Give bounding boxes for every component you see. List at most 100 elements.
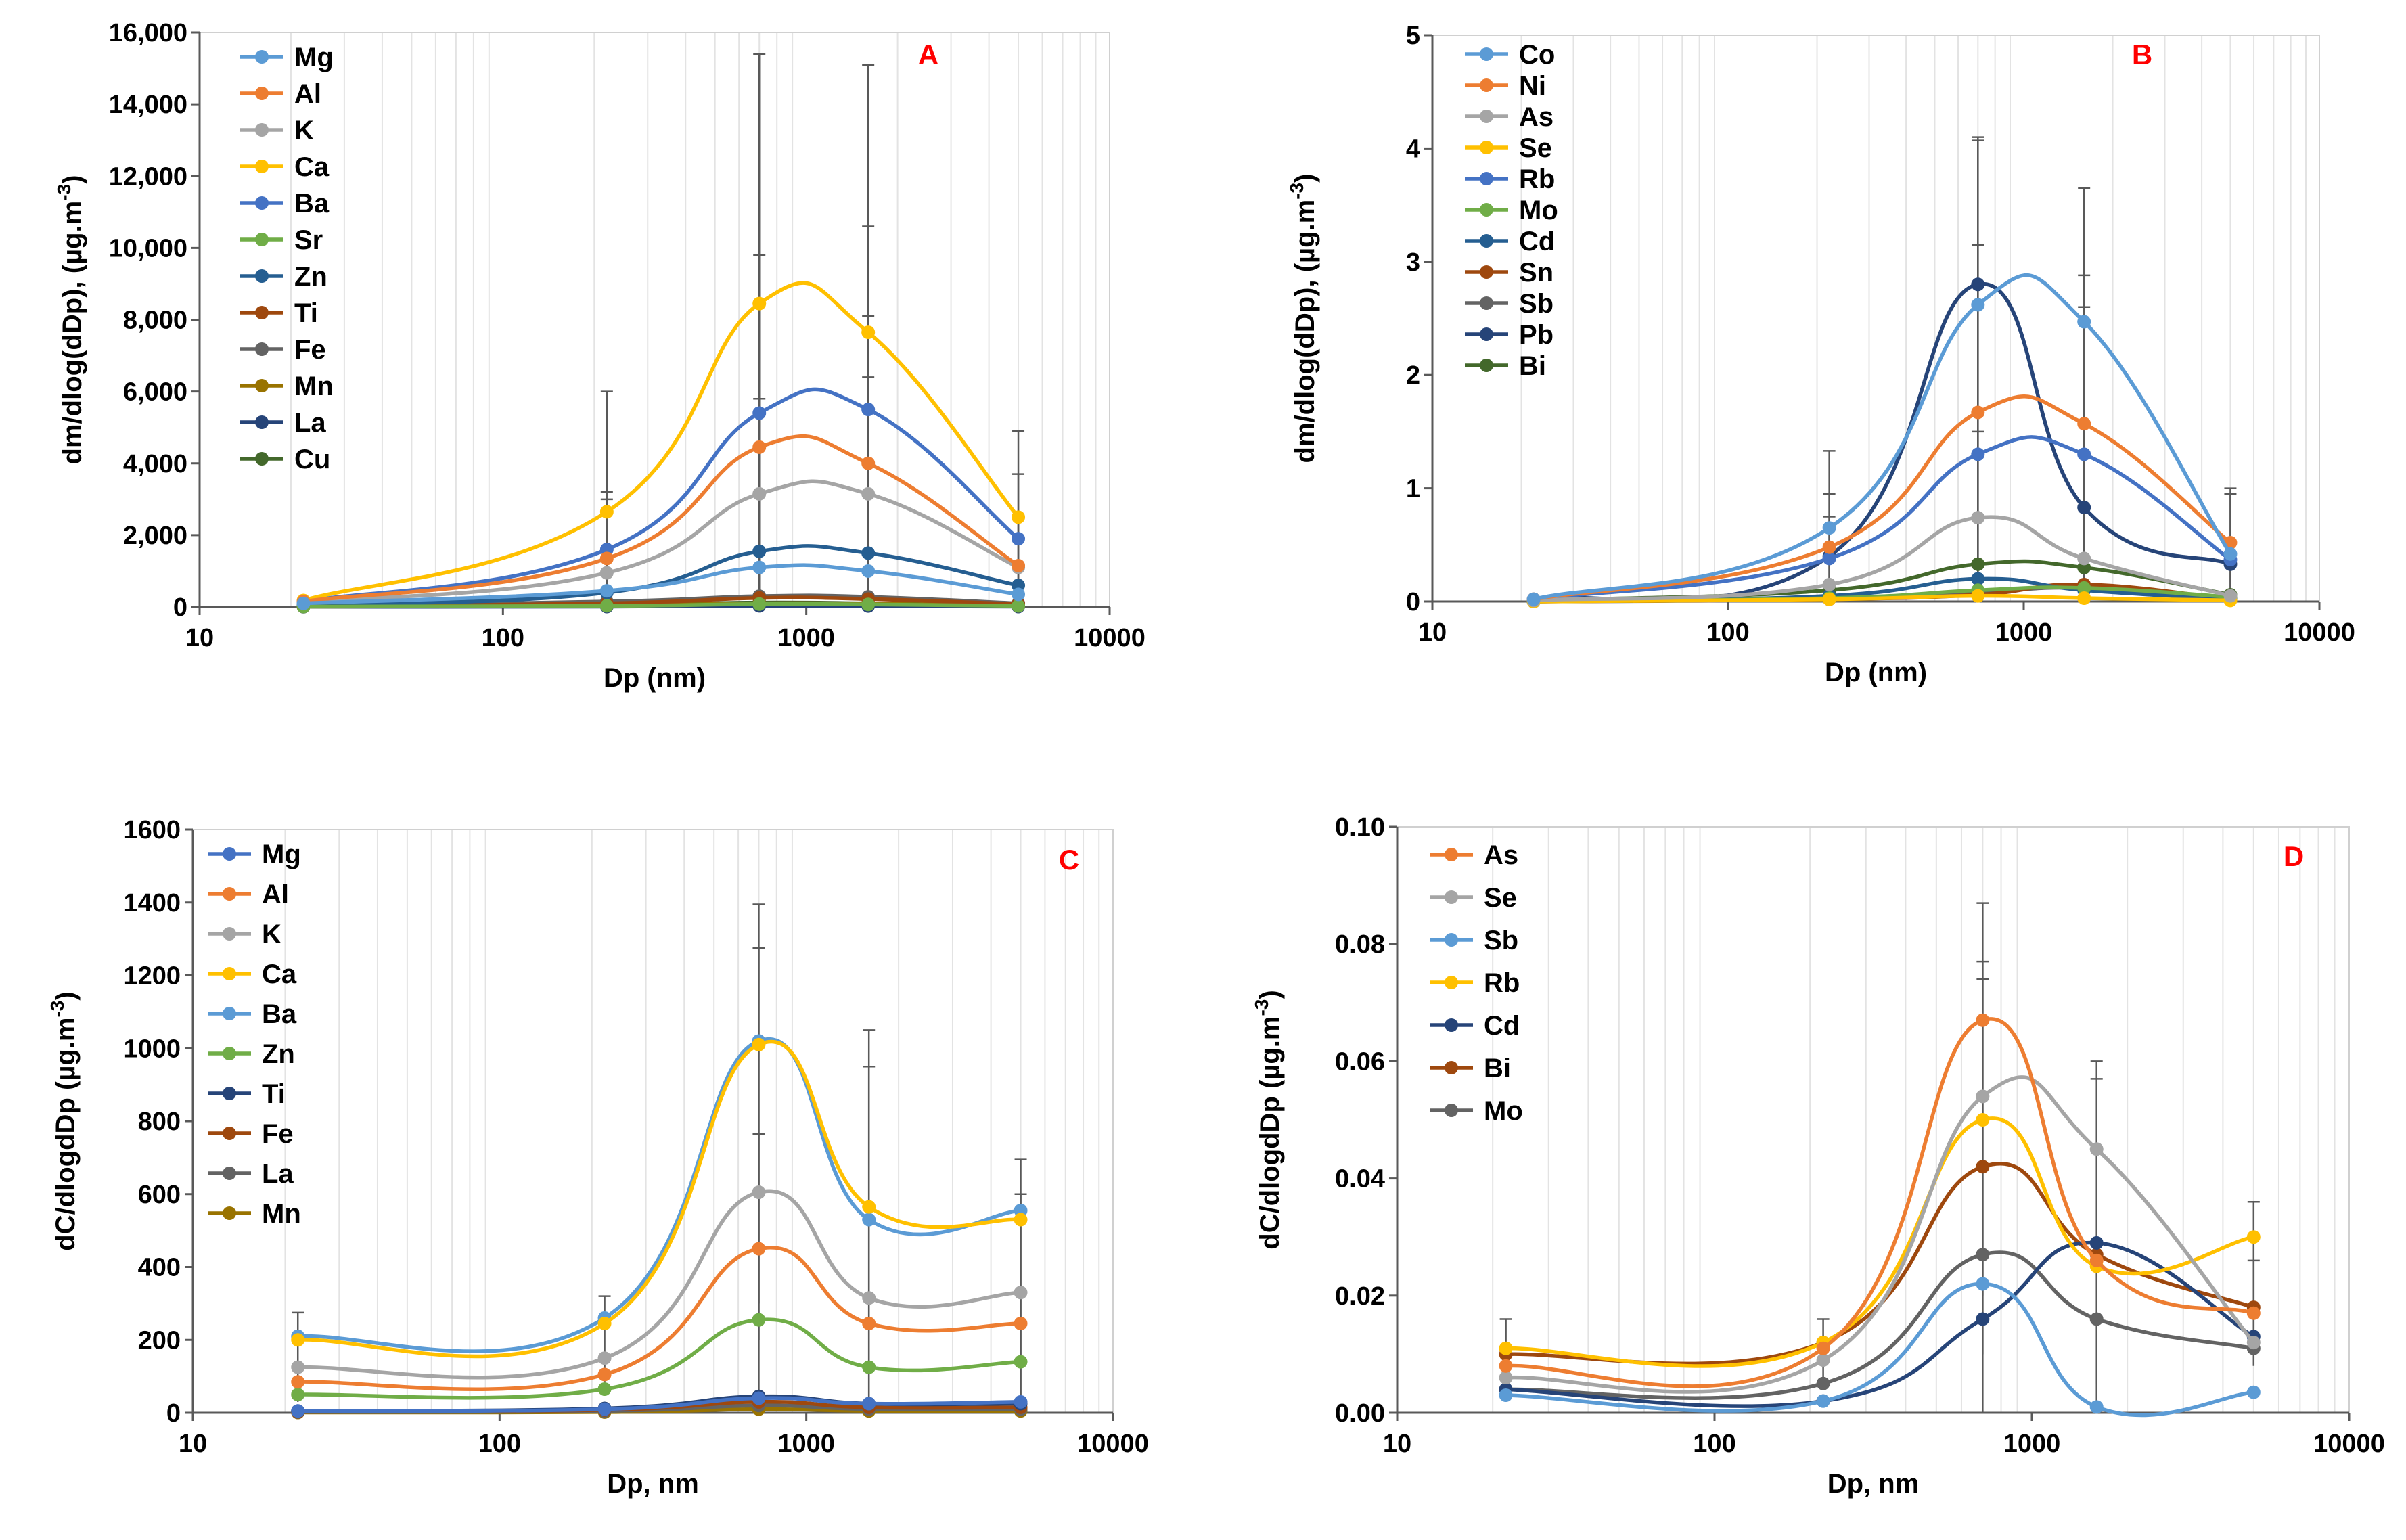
y-tick-label: 0.10 bbox=[1335, 813, 1385, 842]
data-point-ca bbox=[752, 1037, 766, 1051]
y-axis-title: dm/dlog(dDp), (µg.m-3) bbox=[1286, 174, 1320, 463]
data-point-k bbox=[1014, 1286, 1028, 1300]
data-point-al bbox=[597, 1367, 612, 1382]
data-point-ni bbox=[1822, 540, 1836, 554]
data-point-mo bbox=[2089, 1312, 2104, 1326]
y-tick-label: 0.02 bbox=[1335, 1282, 1385, 1311]
legend-label-sn: Sn bbox=[1519, 258, 1553, 288]
data-point-k bbox=[862, 1291, 876, 1305]
y-tick-label: 0.00 bbox=[1335, 1399, 1385, 1428]
legend-marker-mn bbox=[255, 379, 269, 392]
data-point-pb bbox=[1971, 277, 1985, 292]
x-tick-label: 1000 bbox=[2003, 1430, 2061, 1458]
legend-marker-cd bbox=[1445, 1018, 1458, 1032]
data-point-k bbox=[752, 486, 767, 501]
data-point-mg bbox=[752, 1391, 766, 1405]
legend-label-al: Al bbox=[294, 79, 321, 109]
x-tick-label: 10 bbox=[185, 624, 214, 652]
legend-marker-as bbox=[1445, 848, 1458, 861]
data-point-k bbox=[291, 1360, 305, 1374]
y-axis-title: dC/dlogdDp (µg.m-3) bbox=[47, 991, 81, 1250]
data-point-mg bbox=[752, 560, 767, 574]
series-line-zn bbox=[298, 1317, 1021, 1400]
legend-label-ni: Ni bbox=[1519, 71, 1546, 101]
data-point-mg bbox=[597, 1402, 612, 1416]
data-point-mg bbox=[1014, 1395, 1028, 1409]
y-tick-label: 1 bbox=[1406, 475, 1420, 503]
chart-panel-a: 0 2,000 4,000 6,000 8,000 10,000 12,000 14,000 1… bbox=[53, 19, 1145, 693]
legend-marker-rb bbox=[1445, 976, 1458, 989]
y-tick-label: 1000 bbox=[123, 1035, 181, 1063]
data-point-rb bbox=[2077, 447, 2091, 461]
legend-label-se: Se bbox=[1519, 133, 1552, 163]
data-point-se bbox=[2089, 1142, 2104, 1156]
legend-marker-co bbox=[1480, 47, 1493, 61]
data-point-co bbox=[2223, 547, 2238, 561]
legend-marker-bi bbox=[1480, 359, 1493, 372]
legend-label-cd: Cd bbox=[1519, 227, 1555, 256]
y-tick-label: 12,000 bbox=[109, 162, 187, 191]
series-line-pb bbox=[1533, 282, 2231, 602]
data-point-zn bbox=[291, 1388, 305, 1402]
series-line-al bbox=[298, 1246, 1021, 1391]
data-point-ca bbox=[1012, 510, 1026, 524]
data-point-co bbox=[1971, 298, 1985, 312]
legend-label-al: Al bbox=[262, 880, 289, 909]
data-point-as bbox=[1976, 1013, 1990, 1027]
data-point-se bbox=[1499, 1371, 1513, 1385]
series-line-as bbox=[1505, 1017, 2254, 1388]
data-point-rb bbox=[1822, 551, 1836, 566]
data-point-sb bbox=[1499, 1388, 1513, 1403]
legend-marker-k bbox=[255, 123, 269, 137]
data-point-zn bbox=[597, 1382, 612, 1396]
data-point-al bbox=[861, 456, 876, 470]
data-point-se bbox=[1816, 1353, 1830, 1367]
data-point-cd bbox=[1971, 572, 1985, 586]
series-line-se bbox=[1533, 593, 2231, 604]
legend-label-ca: Ca bbox=[294, 152, 330, 182]
legend-label-ba: Ba bbox=[262, 999, 297, 1029]
series-line-mo bbox=[1505, 1250, 2254, 1400]
legend-label-as: As bbox=[1484, 840, 1518, 870]
series-line-cd bbox=[1505, 1240, 2255, 1408]
data-point-al bbox=[1012, 558, 1026, 572]
panel-label: A bbox=[918, 39, 938, 70]
series-line-rb bbox=[1505, 1116, 2254, 1368]
legend-label-zn: Zn bbox=[294, 262, 327, 292]
data-point-rb bbox=[2246, 1230, 2261, 1244]
legend-marker-ti bbox=[255, 306, 269, 319]
legend-marker-sr bbox=[255, 233, 269, 246]
data-point-zn bbox=[752, 544, 767, 558]
y-tick-label: 4,000 bbox=[123, 450, 187, 478]
x-tick-label: 100 bbox=[478, 1430, 521, 1458]
data-point-zn bbox=[862, 1360, 876, 1374]
data-point-ca bbox=[599, 505, 614, 519]
data-point-se bbox=[1976, 1089, 1990, 1104]
legend-marker-cu bbox=[255, 452, 269, 466]
data-point-cd bbox=[2089, 1236, 2104, 1250]
legend-marker-k bbox=[223, 927, 236, 941]
data-point-al bbox=[752, 1242, 766, 1256]
series-line-se bbox=[1505, 1075, 2255, 1394]
data-point-k bbox=[861, 486, 876, 501]
data-point-sb bbox=[1976, 1277, 1990, 1291]
legend-marker-ba bbox=[255, 196, 269, 210]
series-line-k bbox=[303, 479, 1020, 605]
legend-marker-sb bbox=[1480, 296, 1493, 310]
data-point-ni bbox=[2077, 417, 2091, 431]
series-line-sr bbox=[303, 602, 1019, 609]
data-point-sb bbox=[2089, 1400, 2104, 1414]
series-line-rb bbox=[1533, 435, 2232, 602]
legend-label-mo: Mo bbox=[1519, 196, 1558, 225]
plot-area bbox=[1432, 35, 2320, 602]
y-tick-label: 3 bbox=[1406, 248, 1420, 277]
data-point-co bbox=[1526, 592, 1541, 606]
data-point-se bbox=[1822, 592, 1836, 606]
data-point-as bbox=[2223, 589, 2238, 603]
legend-marker-mo bbox=[1480, 203, 1493, 217]
data-point-ni bbox=[1971, 405, 1985, 420]
legend-label-bi: Bi bbox=[1519, 351, 1546, 381]
legend-label-fe: Fe bbox=[262, 1119, 294, 1149]
y-tick-label: 6,000 bbox=[123, 378, 187, 407]
